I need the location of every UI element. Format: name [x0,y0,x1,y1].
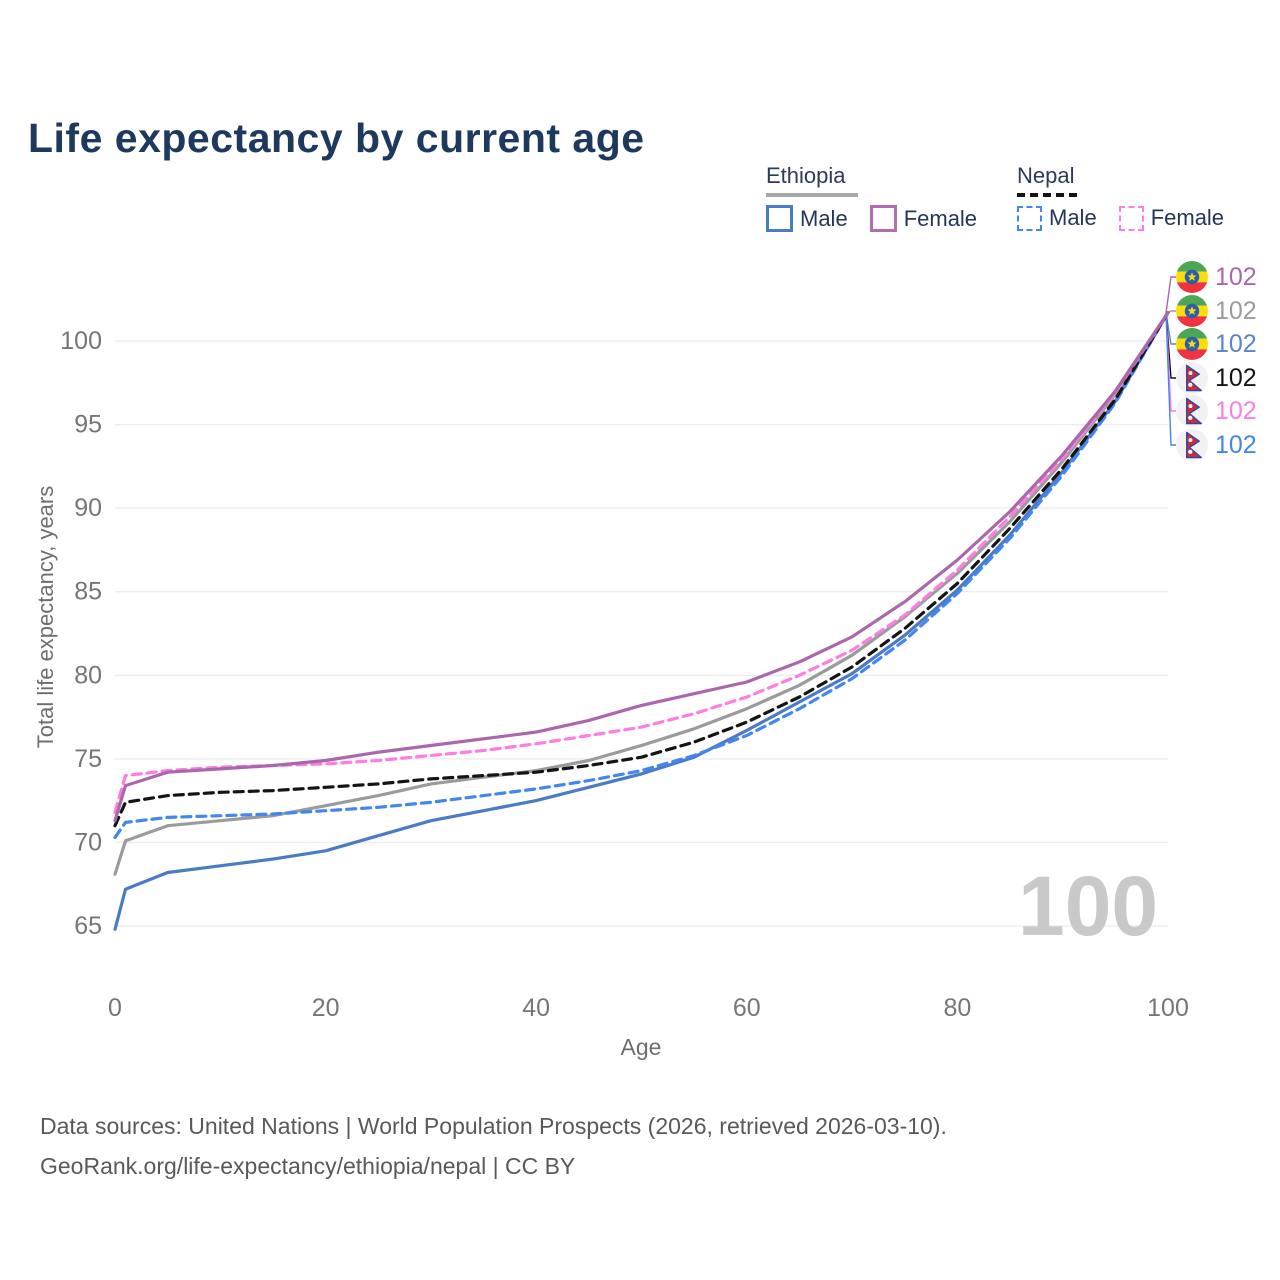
y-axis-title: Total life expectancy, years [33,485,58,749]
endpoint-value: 102 [1215,262,1257,291]
endpoint-label-ethiopia-total: 102 [1176,294,1257,328]
legend-label-nepal-male[interactable]: Male [1049,205,1097,230]
y-tick-label: 85 [74,578,102,606]
y-tick-label: 80 [74,661,102,689]
chart-line-ethiopia-male[interactable] [113,311,1170,931]
legend-label-nepal-female[interactable]: Female [1150,205,1225,230]
page-title: Life expectancy by current age [28,115,645,162]
legend-country-nepal[interactable]: Nepal [1017,163,1075,188]
ethiopia-flag-icon [1176,328,1208,360]
x-axis-title: Age [620,1034,662,1060]
endpoint-label-nepal-total: 102 [1176,361,1257,395]
endpoint-label-ethiopia-female: 102 [1176,260,1257,294]
endpoint-label-nepal-male: 102 [1176,428,1257,462]
ethiopia-flag-icon [1176,261,1208,293]
legend-swatch-ethiopia-female[interactable] [869,205,897,232]
endpoint-value: 102 [1215,430,1257,459]
x-tick-label: 20 [312,994,340,1022]
nepal-flag-icon [1176,429,1208,461]
y-tick-label: 90 [74,494,102,522]
source-line-2[interactable]: GeoRank.org/life-expectancy/ethiopia/nep… [40,1153,576,1179]
source-line-1: Data sources: United Nations | World Pop… [40,1113,947,1139]
legend-row-ethiopia: Male Female [766,205,977,232]
legend-label-ethiopia-female[interactable]: Female [903,205,978,231]
legend-label-ethiopia-male[interactable]: Male [800,205,848,231]
endpoint-label-nepal-female: 102 [1176,394,1257,428]
x-tick-label: 80 [943,994,971,1022]
chart-line-nepal-female[interactable] [113,311,1170,814]
y-tick-label: 95 [74,411,102,439]
x-tick-label: 0 [108,994,122,1022]
leader-line-nepal-male [1165,312,1176,446]
age-counter-watermark: 100 [1018,859,1159,953]
x-tick-label: 40 [522,994,550,1022]
legend-group-nepal[interactable]: Nepal [1017,163,1081,197]
x-tick-label: 100 [1147,994,1189,1022]
leader-line-ethiopia-female [1165,276,1176,314]
y-tick-label: 65 [74,912,102,940]
legend-country-ethiopia[interactable]: Ethiopia [766,163,846,188]
legend-swatch-nepal-male[interactable] [1017,205,1042,231]
legend-swatch-ethiopia-male[interactable] [766,205,793,232]
endpoint-value: 102 [1215,296,1257,325]
x-tick-label: 60 [733,994,761,1022]
y-tick-label: 100 [60,327,102,355]
ethiopia-flag-icon [1176,295,1208,327]
ethiopia-solid-line-sample [766,193,858,197]
chart-line-ethiopia-total[interactable] [113,311,1170,876]
legend-row-nepal: Male Female [1017,205,1224,231]
nepal-flag-icon [1176,362,1208,394]
nepal-flag-icon [1176,395,1208,427]
chart-line-nepal-male[interactable] [113,311,1170,839]
legend-swatch-nepal-female[interactable] [1118,205,1144,231]
y-tick-label: 70 [74,828,102,856]
chart-line-nepal-total[interactable] [113,311,1170,828]
y-tick-label: 75 [74,745,102,773]
leader-line-ethiopia-male [1165,312,1176,345]
nepal-dashed-line-sample [1017,193,1081,197]
chart-line-ethiopia-female[interactable] [113,311,1170,823]
endpoint-label-ethiopia-male: 102 [1176,327,1257,361]
endpoint-value: 102 [1215,396,1257,425]
legend-group-ethiopia[interactable]: Ethiopia [766,163,858,197]
data-source-note: Data sources: United Nations | World Pop… [40,1106,947,1186]
endpoint-value: 102 [1215,363,1257,392]
endpoint-value: 102 [1215,329,1257,358]
